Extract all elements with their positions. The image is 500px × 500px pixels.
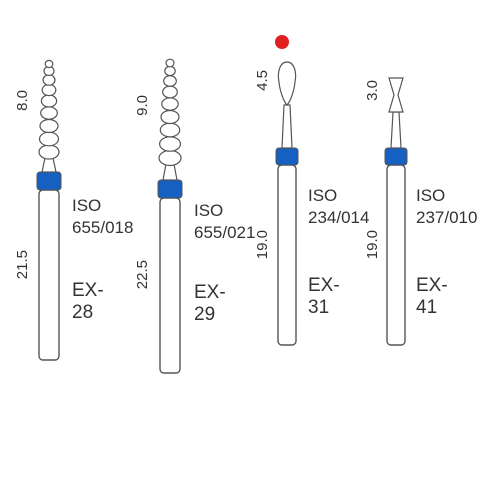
iso-top-ex28: ISO: [72, 196, 101, 215]
bur-ex41: 3.0 19.0 ISO 237/010 EX-41: [380, 50, 412, 350]
ex-code-ex41: EX-41: [416, 275, 448, 319]
shank-len-ex31: 19.0: [254, 230, 271, 259]
shank-len-ex28: 21.5: [14, 250, 31, 279]
iso-ex29: ISO 655/021: [194, 200, 255, 244]
ex-code-ex31: EX-31: [308, 275, 340, 319]
iso-top-ex41: ISO: [416, 186, 445, 205]
iso-code-ex41: 237/010: [416, 208, 477, 227]
bur-ex28-svg: [30, 50, 68, 370]
head-len-ex31: 4.5: [254, 70, 271, 91]
marker-dot: [275, 35, 289, 49]
bur-ex29: 9.0 22.5 ISO 655/021 EX-29: [150, 50, 190, 380]
iso-top-ex29: ISO: [194, 201, 223, 220]
iso-ex41: ISO 237/010: [416, 185, 477, 229]
iso-ex28: ISO 655/018: [72, 195, 133, 239]
iso-ex31: ISO 234/014: [308, 185, 369, 229]
ex-code-ex28: EX-28: [72, 280, 104, 324]
head-len-ex28: 8.0: [14, 90, 31, 111]
bur-ex41-svg: [380, 50, 412, 350]
shank-len-ex29: 22.5: [134, 260, 151, 289]
bur-ex28: 8.0 21.5 ISO 655/018 EX-28: [30, 50, 68, 370]
iso-code-ex28: 655/018: [72, 218, 133, 237]
iso-top-ex31: ISO: [308, 186, 337, 205]
head-len-ex41: 3.0: [364, 80, 381, 101]
head-len-ex29: 9.0: [134, 95, 151, 116]
bur-ex29-svg: [150, 50, 190, 380]
bur-ex31: 4.5 19.0 ISO 234/014 EX-31: [270, 50, 304, 350]
shank-len-ex41: 19.0: [364, 230, 381, 259]
iso-code-ex31: 234/014: [308, 208, 369, 227]
ex-code-ex29: EX-29: [194, 282, 226, 326]
bur-ex31-svg: [270, 50, 304, 350]
iso-code-ex29: 655/021: [194, 223, 255, 242]
